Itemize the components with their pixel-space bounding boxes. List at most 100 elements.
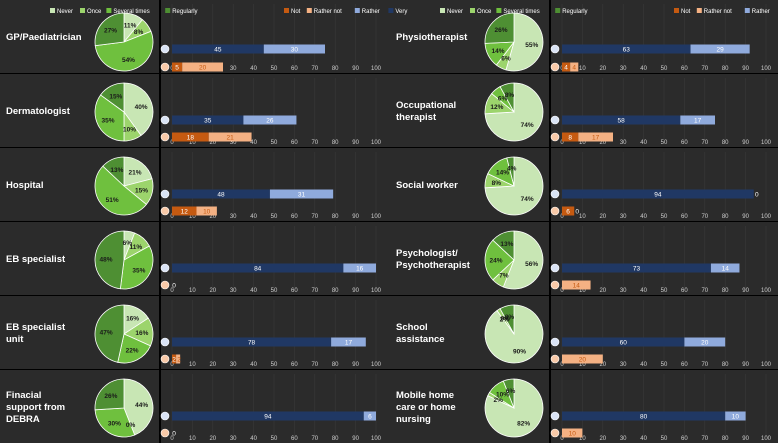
x-tick-label: 100 xyxy=(371,436,382,442)
pie-slice-never xyxy=(484,156,544,216)
x-tick-label: 30 xyxy=(620,66,627,72)
bar-very xyxy=(562,263,711,273)
x-tick-label: 50 xyxy=(271,288,278,294)
bar-label-not: 4 xyxy=(564,65,568,72)
x-tick-label: 0 xyxy=(560,288,564,294)
x-tick-label: 0 xyxy=(560,436,564,442)
legend-label: Not xyxy=(291,9,301,15)
panel-title: GP/Paediatrician xyxy=(6,32,82,43)
pie-data-label: 90% xyxy=(513,349,526,356)
x-tick-label: 40 xyxy=(250,288,257,294)
pie-slice-several xyxy=(119,245,154,290)
x-tick-label: 80 xyxy=(332,362,339,368)
legend-label: Not xyxy=(681,9,691,15)
legend-label: Several times xyxy=(113,9,149,15)
x-tick-label: 90 xyxy=(352,288,359,294)
chart-panel: Mobile home care or home nursing 82% 2%10%6%… xyxy=(390,370,778,443)
pie-slice-never xyxy=(484,304,544,364)
x-tick-label: 50 xyxy=(661,140,668,146)
bar-label-rather-not: 21 xyxy=(227,135,235,142)
legend-label: Never xyxy=(57,9,73,15)
pie-data-label: 26% xyxy=(104,393,117,400)
bar-label-rather: 0 xyxy=(755,192,759,199)
x-tick-label: 30 xyxy=(620,214,627,220)
pie-data-label: 4% xyxy=(507,166,517,173)
pie-data-label: 40% xyxy=(135,104,148,111)
bar-label-not: 2 xyxy=(172,357,176,364)
pie-data-label: 55% xyxy=(525,42,538,49)
bar-very xyxy=(172,411,364,421)
bar-very xyxy=(562,115,681,125)
bar-rather-not xyxy=(196,206,217,216)
panel-title-line: Dermatologist xyxy=(6,106,71,117)
x-tick-label: 50 xyxy=(271,140,278,146)
panel-title-line: therapist xyxy=(396,112,437,123)
bar-very xyxy=(172,263,344,273)
legend-swatch xyxy=(496,8,502,13)
x-tick-label: 40 xyxy=(640,362,647,368)
x-tick-label: 20 xyxy=(599,362,606,368)
legend-label: Rather not xyxy=(704,9,732,15)
chart-panel: Occupational therapist 74% 12%6%8% 0 10 20 30 40… xyxy=(390,74,778,147)
x-tick-label: 30 xyxy=(620,362,627,368)
bar-label-rather-not: 20 xyxy=(199,65,207,72)
x-tick-label: 50 xyxy=(661,288,668,294)
x-tick-label: 0 xyxy=(170,140,174,146)
x-tick-label: 40 xyxy=(250,140,257,146)
x-tick-label: 90 xyxy=(352,140,359,146)
chart-panel: EB specialist unit 16% 16% 22% 47% 0 10 20 30 40 50… xyxy=(0,296,390,369)
sad-icon xyxy=(550,62,560,72)
bar-label-rather-not: 10 xyxy=(203,209,211,216)
bar-label-very: 94 xyxy=(264,414,272,421)
bar-label-rather-not: 20 xyxy=(579,357,587,364)
x-tick-label: 80 xyxy=(722,362,729,368)
x-tick-label: 90 xyxy=(352,362,359,368)
happy-icon xyxy=(160,115,170,125)
sad-icon xyxy=(160,354,170,364)
bar-label-rather-not: 14 xyxy=(573,283,581,290)
x-tick-label: 90 xyxy=(742,140,749,146)
panel-title-line: School xyxy=(396,322,428,333)
x-tick-label: 90 xyxy=(742,66,749,72)
panel-title-line: Occupational xyxy=(396,100,456,111)
pie-slice-several xyxy=(484,239,515,281)
pie-data-label: 11% xyxy=(130,244,143,251)
x-tick-label: 30 xyxy=(230,436,237,442)
x-tick-label: 40 xyxy=(250,362,257,368)
pie-data-label: 2% xyxy=(494,397,504,404)
x-tick-label: 60 xyxy=(291,140,298,146)
legend-swatch xyxy=(50,8,55,13)
x-tick-label: 0 xyxy=(170,288,174,294)
pie-slice-never xyxy=(123,156,153,187)
panel-title: Physiotherapist xyxy=(396,32,468,43)
x-tick-label: 100 xyxy=(371,140,382,146)
x-tick-label: 100 xyxy=(761,436,772,442)
x-tick-label: 40 xyxy=(640,288,647,294)
legend-swatch xyxy=(744,8,750,13)
x-tick-label: 100 xyxy=(761,288,772,294)
pie-slice-regularly xyxy=(94,378,125,411)
pie-data-label: 7% xyxy=(499,272,509,279)
pie-data-label: 0% xyxy=(501,316,511,323)
panel-title-line: Finacial xyxy=(6,390,41,401)
sad-icon xyxy=(550,206,560,216)
pie-slice-never xyxy=(123,378,154,436)
x-tick-label: 60 xyxy=(291,288,298,294)
pie-data-label: 8% xyxy=(492,180,502,187)
chart-panel: Psychologist/Psychotherapist 56% 7% 24% 13% 0… xyxy=(390,222,778,295)
panel-title: Finacial support from DEBRA xyxy=(6,390,65,425)
pie-data-label: 15% xyxy=(135,187,148,194)
x-tick-label: 90 xyxy=(742,362,749,368)
sad-icon xyxy=(160,280,170,290)
chart-panel: GP/Paediatrician11%8%54%27%0102030405060… xyxy=(0,0,390,73)
x-tick-label: 70 xyxy=(701,66,708,72)
panel-title-line: Mobile home xyxy=(396,390,454,401)
x-tick-label: 40 xyxy=(250,66,257,72)
bar-rather xyxy=(269,189,334,199)
bar-rather-not xyxy=(562,428,583,438)
sad-icon xyxy=(160,62,170,72)
bar-not xyxy=(172,206,197,216)
x-tick-label: 100 xyxy=(761,66,772,72)
